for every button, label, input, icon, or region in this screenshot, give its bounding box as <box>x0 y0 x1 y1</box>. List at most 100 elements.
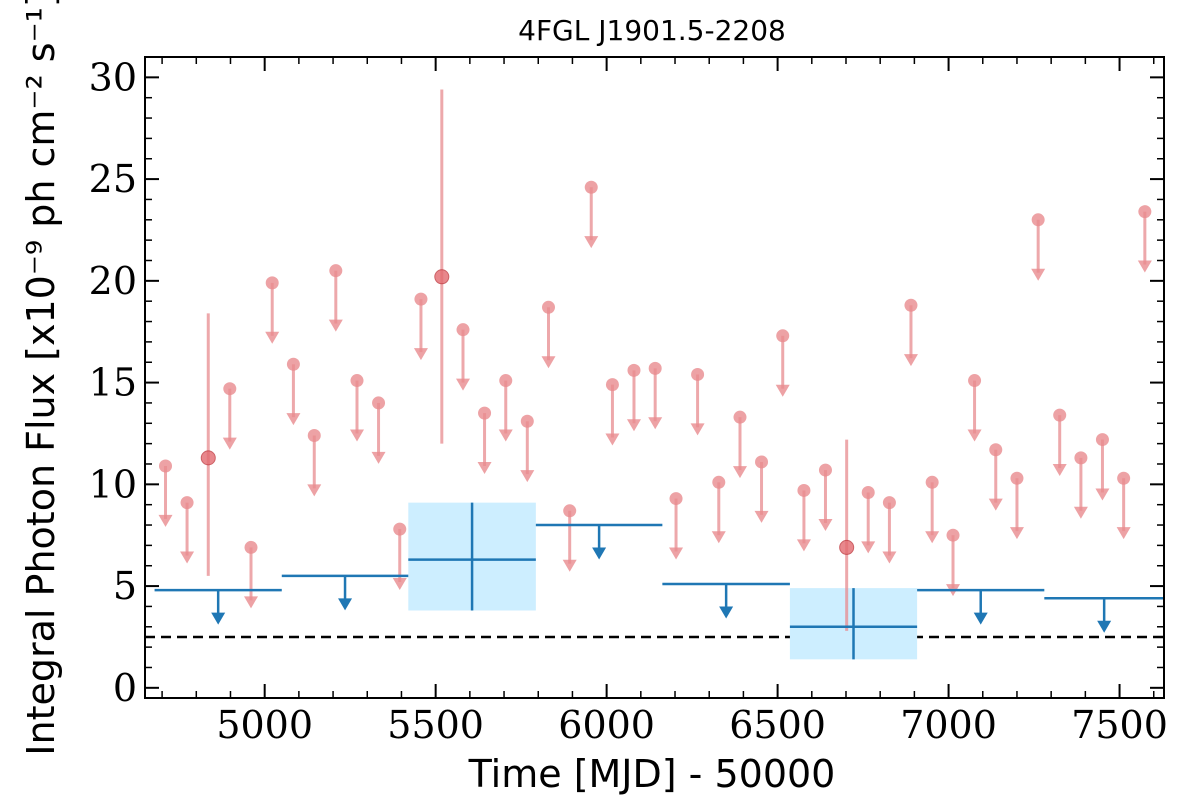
short-bin-limit-arrow <box>925 531 940 544</box>
short-bin-limit-point <box>648 361 662 375</box>
short-bin-limit-arrow <box>796 539 811 552</box>
short-bin-limit-arrow <box>669 547 684 560</box>
short-bin-limit-arrow <box>158 514 173 527</box>
short-bin-limit-arrow <box>413 348 428 361</box>
short-bin-limit-arrow <box>392 578 407 591</box>
short-bin-limit-point <box>627 363 641 377</box>
short-bin-limit-point <box>946 528 960 542</box>
short-bin-detection-point <box>434 269 450 285</box>
long-bin-limit-arrow <box>973 612 988 625</box>
short-bin-limit-point <box>1031 213 1045 227</box>
short-bin-limit-point <box>223 382 237 396</box>
short-bin-limit-point <box>286 357 300 371</box>
chart-title: 4FGL J1901.5-2208 <box>518 14 786 47</box>
short-bin-limit-arrow <box>456 378 471 391</box>
short-bin-limit-arrow <box>520 470 535 483</box>
short-bin-limit-point <box>456 323 470 337</box>
short-bin-limit-arrow <box>562 559 577 572</box>
short-bin-limit-point <box>605 378 619 392</box>
short-bin-limit-arrow <box>754 510 769 523</box>
plot-frame <box>144 56 1165 699</box>
short-bin-limit-point <box>989 443 1003 457</box>
short-bin-limit-arrow <box>967 429 982 442</box>
short-bin-limit-arrow <box>648 417 663 430</box>
short-bin-limit-point <box>691 367 705 381</box>
short-bin-limit-point <box>882 496 896 510</box>
short-bin-limit-point <box>180 496 194 510</box>
short-bin-limit-arrow <box>988 498 1003 511</box>
short-bin-limit-point <box>563 504 577 518</box>
short-bin-limit-arrow <box>861 541 876 554</box>
x-tick-label: 7500 <box>1071 703 1168 747</box>
short-bin-limit-arrow <box>286 413 301 426</box>
short-bin-limit-point <box>1138 205 1152 219</box>
short-bin-limit-arrow <box>690 423 705 436</box>
x-tick-label: 6500 <box>729 703 826 747</box>
y-tick-label: 25 <box>89 157 137 201</box>
short-bin-limit-arrow <box>244 596 259 609</box>
plot-area <box>145 89 1164 660</box>
short-bin-limit-arrow <box>775 384 790 397</box>
y-tick-label: 15 <box>89 361 137 405</box>
short-bin-limit-point <box>669 492 683 506</box>
short-bin-limit-arrow <box>541 356 556 369</box>
x-axis: 5000 5500 6000 6500 7000 7500 <box>161 57 1168 747</box>
short-bin-limit-arrow <box>498 429 513 442</box>
short-bin-limit-point <box>499 374 513 388</box>
short-bin-limit-point <box>1053 408 1067 422</box>
short-bin-limit-point <box>159 459 173 473</box>
short-bin-limit-arrow <box>265 331 280 344</box>
short-bin-limit-arrow <box>882 551 897 564</box>
short-bin-limit-point <box>244 540 258 554</box>
y-axis: 0 5 10 15 20 25 30 <box>89 55 1164 710</box>
short-bin-limit-point <box>904 298 918 312</box>
short-bin-limit-arrow <box>371 451 386 464</box>
short-bin-limit-point <box>372 396 386 410</box>
x-tick-label: 5500 <box>387 703 484 747</box>
long-bin-limit-arrow <box>719 606 734 619</box>
short-bin-limit-arrow <box>1031 268 1046 281</box>
x-axis-label: Time [MJD] - 50000 <box>468 752 836 796</box>
short-bin-limit-arrow <box>1137 260 1152 273</box>
y-tick-label: 20 <box>89 259 137 303</box>
short-bin-limit-arrow <box>711 531 726 544</box>
short-bin-limit-arrow <box>307 484 322 497</box>
short-bin-limit-arrow <box>626 419 641 432</box>
short-bin-limit-arrow <box>1009 527 1024 540</box>
x-tick-label: 5000 <box>216 703 313 747</box>
short-bin-limit-point <box>414 292 428 306</box>
short-bin-limit-point <box>1117 471 1131 485</box>
short-bin-limit-arrow <box>180 551 195 564</box>
short-bin-limit-point <box>968 374 982 388</box>
short-bin-limit-point <box>584 180 598 194</box>
short-bin-limit-arrow <box>605 433 620 446</box>
short-bin-limit-arrow <box>1073 506 1088 519</box>
long-bin-limit-arrow <box>211 612 226 625</box>
short-bin-limit-point <box>1074 451 1088 465</box>
short-bin-limit-arrow <box>1116 527 1131 540</box>
short-bin-detection-point <box>200 450 216 466</box>
short-bin-limit-point <box>925 475 939 489</box>
short-bin-limit-arrow <box>350 429 365 442</box>
y-axis-label: Integral Photon Flux [x10⁻⁹ ph cm⁻² s⁻¹] <box>19 0 63 756</box>
short-bin-limit-point <box>520 414 534 428</box>
short-bin-limit-point <box>541 300 555 314</box>
short-bin-limit-point <box>1010 471 1024 485</box>
short-bin-limit-point <box>1095 433 1109 447</box>
short-bin-detection-point <box>839 539 855 555</box>
short-bin-limit-point <box>861 485 875 499</box>
short-bin-limit-point <box>797 483 811 497</box>
short-bin-limit-arrow <box>584 236 599 249</box>
long-bin-limit-arrow <box>338 598 353 611</box>
short-bin-limit-arrow <box>1052 464 1067 477</box>
short-bin-limit-point <box>307 428 321 442</box>
short-bin-limit-point <box>265 276 279 290</box>
y-tick-label: 5 <box>113 564 137 608</box>
short-bin-limit-point <box>478 406 492 420</box>
long-bin-limit-arrow <box>1097 620 1112 633</box>
short-bin-limit-point <box>755 455 769 469</box>
short-bin-limit-point <box>712 475 726 489</box>
short-bin-limit-arrow <box>328 319 343 332</box>
short-bin-limit-arrow <box>222 437 237 450</box>
